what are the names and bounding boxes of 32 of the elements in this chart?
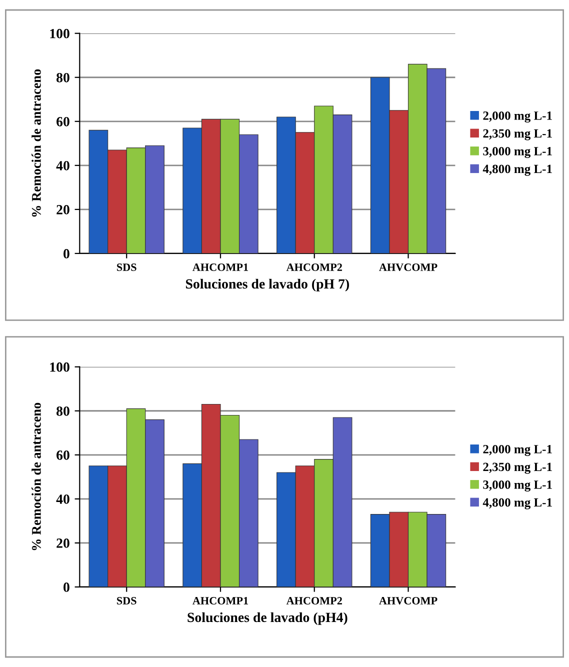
- legend-label: 3,000 mg L-1: [483, 480, 552, 492]
- x-tick-label: AHCOMP1: [192, 264, 248, 271]
- y-axis-title: % Remoción de antraceno: [32, 69, 41, 217]
- y-tick-label: 80: [56, 406, 70, 416]
- y-tick-label: 60: [56, 116, 70, 126]
- legend-label: 2,000 mg L-1: [483, 111, 552, 123]
- y-axis-title: % Remoción de antraceno: [32, 402, 41, 550]
- y-tick-label: 60: [56, 450, 70, 460]
- legend-label: 4,800 mg L-1: [482, 164, 552, 176]
- y-tick-label: 0: [64, 249, 70, 258]
- x-axis-title: Soluciones de lavado (pH4): [188, 612, 348, 625]
- x-axis-title: Soluciones de lavado (pH 7): [186, 278, 350, 292]
- legend-label: 4,800 mg L-1: [482, 498, 552, 510]
- x-tick-label: SDS: [117, 264, 136, 271]
- x-tick-label: AHVCOMP: [379, 597, 438, 605]
- x-tick-label: AHCOMP2: [286, 597, 342, 604]
- legend-label: 2,350 mg L-1: [483, 462, 552, 474]
- legend-label: 2,350 mg L-1: [483, 129, 552, 140]
- y-tick-label: 20: [56, 205, 70, 214]
- x-tick-label: AHVCOMP: [379, 264, 438, 272]
- y-tick-label: 100: [50, 362, 70, 372]
- y-tick-label: 20: [56, 538, 70, 548]
- y-tick-label: 40: [56, 161, 70, 170]
- x-tick-label: AHCOMP2: [286, 264, 342, 271]
- x-tick-label: SDS: [117, 597, 136, 604]
- y-tick-label: 80: [56, 72, 70, 82]
- legend-label: 2,000 mg L-1: [483, 444, 552, 456]
- x-tick-label: AHCOMP1: [192, 597, 248, 604]
- legend-label: 3,000 mg L-1: [483, 146, 552, 158]
- y-tick-label: 100: [50, 28, 70, 38]
- y-tick-label: 40: [56, 494, 70, 504]
- y-tick-label: 0: [64, 582, 70, 592]
